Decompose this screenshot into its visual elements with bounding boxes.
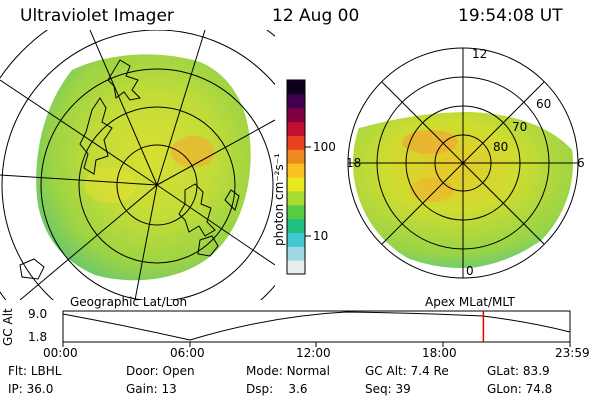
colorbar-tick-10: 10: [313, 229, 329, 243]
status-gain: Gain: 13: [126, 382, 177, 396]
colorbar-segment: [287, 232, 305, 247]
lat-label-60: 60: [536, 97, 552, 111]
colorbar-segment: [287, 246, 305, 261]
altitude-ymax: 9.0: [28, 307, 48, 321]
colorbar-segment: [287, 80, 305, 95]
status-glat: GLat: 83.9: [487, 364, 550, 378]
colorbar-segment: [287, 218, 305, 233]
status-flt: Flt: LBHL: [8, 364, 62, 378]
status-gc-alt: GC Alt: 7.4 Re: [365, 364, 449, 378]
colorbar-segment: [287, 149, 305, 164]
status-seq: Seq: 39: [365, 382, 411, 396]
colorbar-segment: [287, 121, 305, 136]
lat-label-80: 80: [493, 140, 509, 154]
status-dsp: Dsp: 3.6: [246, 382, 308, 396]
colorbar-tick-100: 100: [313, 140, 336, 154]
geographic-image: [0, 30, 275, 300]
colorbar-segment: [287, 260, 305, 275]
mlt-label-0: 0: [466, 264, 474, 278]
geographic-panel-label: Geographic Lat/Lon: [70, 295, 188, 309]
altitude-plot: [62, 310, 571, 347]
mlt-label-18: 18: [346, 156, 362, 170]
status-mode: Mode: Normal: [246, 364, 330, 378]
colorbar-segment: [287, 163, 305, 178]
x-tick-2359: 23:59: [555, 346, 590, 360]
lat-label-70: 70: [512, 120, 528, 134]
colorbar-segment: [287, 93, 305, 109]
status-door: Door: Open: [126, 364, 195, 378]
time-label: 19:54:08 UT: [458, 6, 563, 26]
colorbar-segment: [287, 177, 305, 192]
mlt-label-12: 12: [472, 47, 488, 61]
mlt-label-6: 6: [577, 156, 585, 170]
date-label: 12 Aug 00: [272, 6, 360, 26]
x-tick-0600: 06:00: [170, 346, 205, 360]
colorbar-segment: [287, 190, 305, 206]
status-glon: GLon: 74.8: [487, 382, 553, 396]
altitude-ymin: 1.8: [28, 330, 48, 344]
altitude-ylabel: GC Alt: [1, 308, 15, 346]
colorbar-segment: [287, 107, 305, 123]
x-tick-0000: 00:00: [43, 346, 78, 360]
apex-panel-label: Apex MLat/MLT: [425, 295, 515, 309]
status-ip: IP: 36.0: [8, 382, 54, 396]
colorbar: [286, 79, 311, 275]
colorbar-segment: [287, 135, 305, 150]
polar-plot: [347, 47, 579, 279]
colorbar-segment: [287, 204, 305, 220]
instrument-title: Ultraviolet Imager: [20, 6, 174, 26]
x-tick-1200: 12:00: [296, 346, 331, 360]
colorbar-unit-label: photon cm⁻²s⁻¹: [272, 153, 286, 246]
x-tick-1800: 18:00: [422, 346, 457, 360]
